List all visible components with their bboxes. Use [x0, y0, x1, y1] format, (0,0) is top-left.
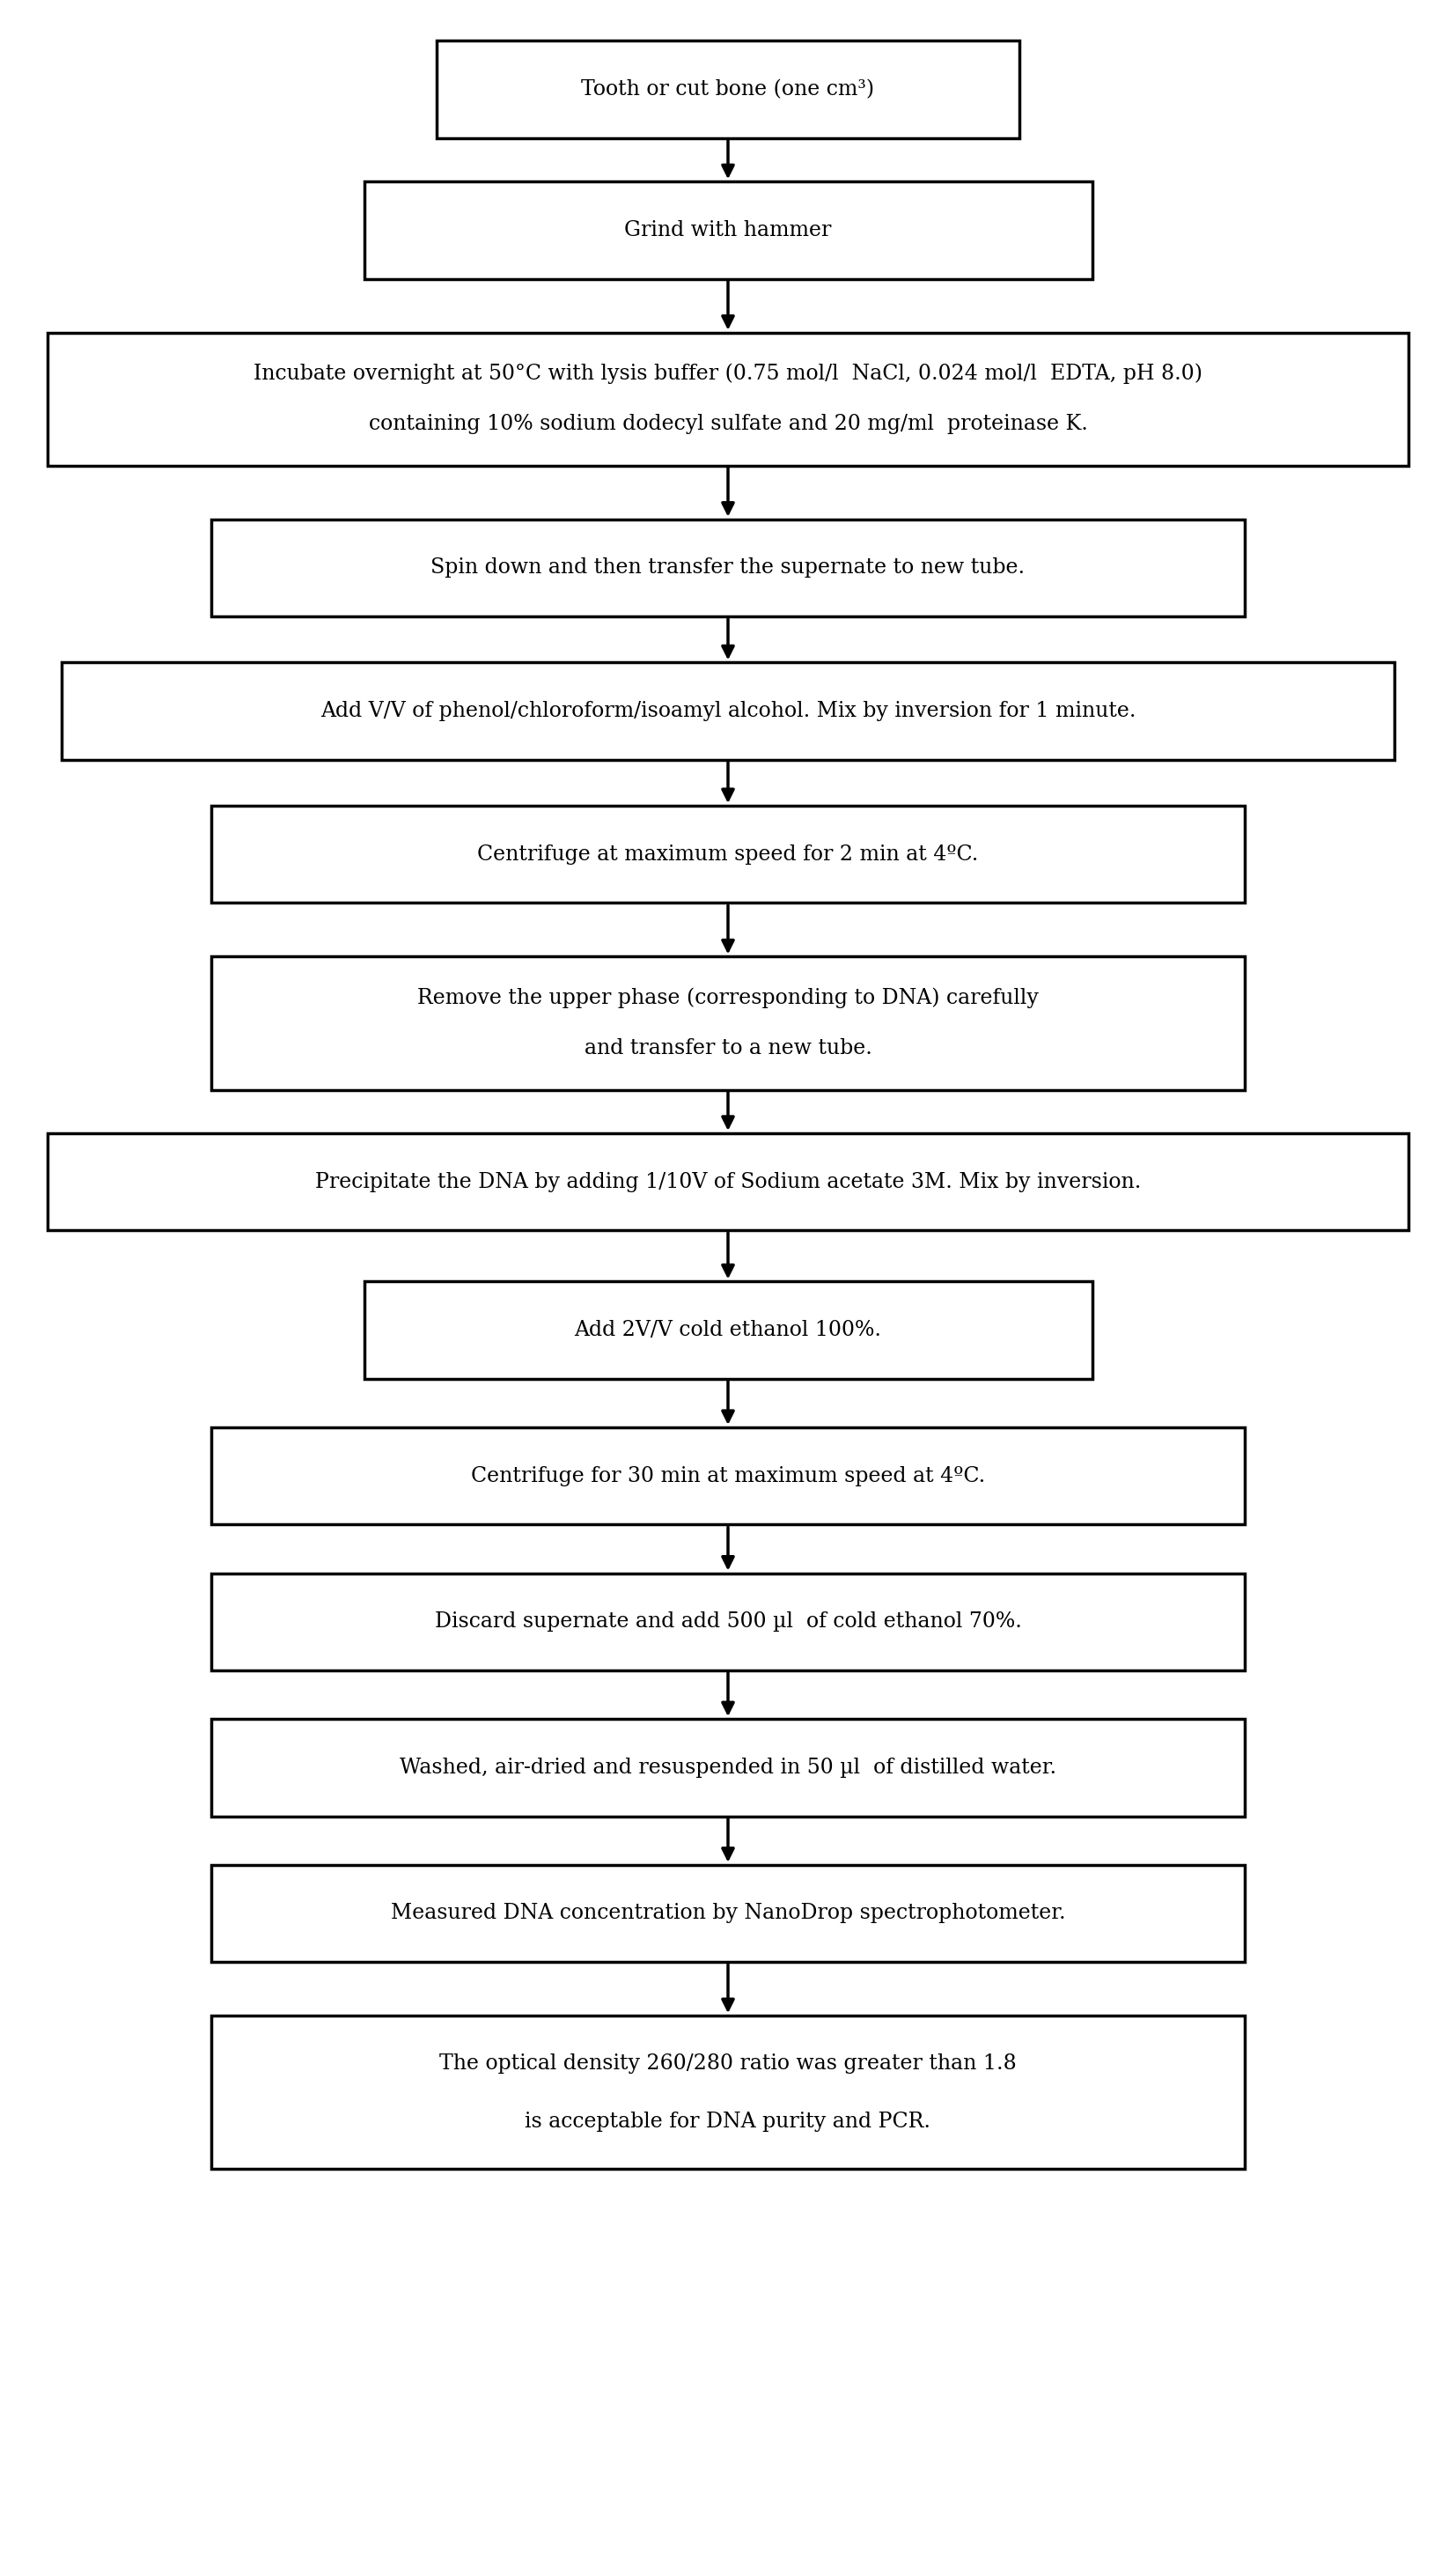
Text: Spin down and then transfer the supernate to new tube.: Spin down and then transfer the supernat…: [431, 558, 1025, 578]
Bar: [211, 1573, 1245, 1670]
Bar: [61, 663, 1395, 760]
Text: Add 2V/V cold ethanol 100%.: Add 2V/V cold ethanol 100%.: [574, 1320, 882, 1340]
Bar: [211, 1865, 1245, 1962]
Bar: [211, 1719, 1245, 1816]
Bar: [437, 41, 1019, 138]
Text: Remove the upper phase (corresponding to DNA) carefully: Remove the upper phase (corresponding to…: [418, 987, 1038, 1008]
Text: and transfer to a new tube.: and transfer to a new tube.: [584, 1039, 872, 1059]
Text: Centrifuge for 30 min at maximum speed at 4ºC.: Centrifuge for 30 min at maximum speed a…: [470, 1466, 986, 1486]
Bar: [364, 182, 1092, 279]
Text: Measured DNA concentration by NanoDrop spectrophotometer.: Measured DNA concentration by NanoDrop s…: [390, 1903, 1066, 1924]
Bar: [211, 806, 1245, 903]
Text: Grind with hammer: Grind with hammer: [625, 220, 831, 240]
Bar: [211, 957, 1245, 1090]
Text: Centrifuge at maximum speed for 2 min at 4ºC.: Centrifuge at maximum speed for 2 min at…: [478, 844, 978, 865]
Text: Precipitate the DNA by adding 1/10V of Sodium acetate 3M. Mix by inversion.: Precipitate the DNA by adding 1/10V of S…: [314, 1172, 1142, 1192]
Bar: [211, 1427, 1245, 1525]
Text: Tooth or cut bone (one cm³): Tooth or cut bone (one cm³): [581, 79, 875, 100]
Text: Incubate overnight at 50°C with lysis buffer (0.75 mol/l  NaCl, 0.024 mol/l  EDT: Incubate overnight at 50°C with lysis bu…: [253, 363, 1203, 384]
Text: is acceptable for DNA purity and PCR.: is acceptable for DNA purity and PCR.: [526, 2110, 930, 2131]
Text: Discard supernate and add 500 µl  of cold ethanol 70%.: Discard supernate and add 500 µl of cold…: [434, 1612, 1022, 1632]
Bar: [211, 2016, 1245, 2169]
Bar: [47, 1133, 1408, 1230]
Text: The optical density 260/280 ratio was greater than 1.8: The optical density 260/280 ratio was gr…: [440, 2054, 1016, 2075]
Bar: [364, 1282, 1092, 1379]
Text: Add V/V of phenol/chloroform/isoamyl alcohol. Mix by inversion for 1 minute.: Add V/V of phenol/chloroform/isoamyl alc…: [320, 701, 1136, 721]
Text: containing 10% sodium dodecyl sulfate and 20 mg/ml  proteinase K.: containing 10% sodium dodecyl sulfate an…: [368, 414, 1088, 435]
Bar: [47, 333, 1408, 466]
Bar: [211, 519, 1245, 616]
Text: Washed, air-dried and resuspended in 50 µl  of distilled water.: Washed, air-dried and resuspended in 50 …: [399, 1757, 1057, 1778]
